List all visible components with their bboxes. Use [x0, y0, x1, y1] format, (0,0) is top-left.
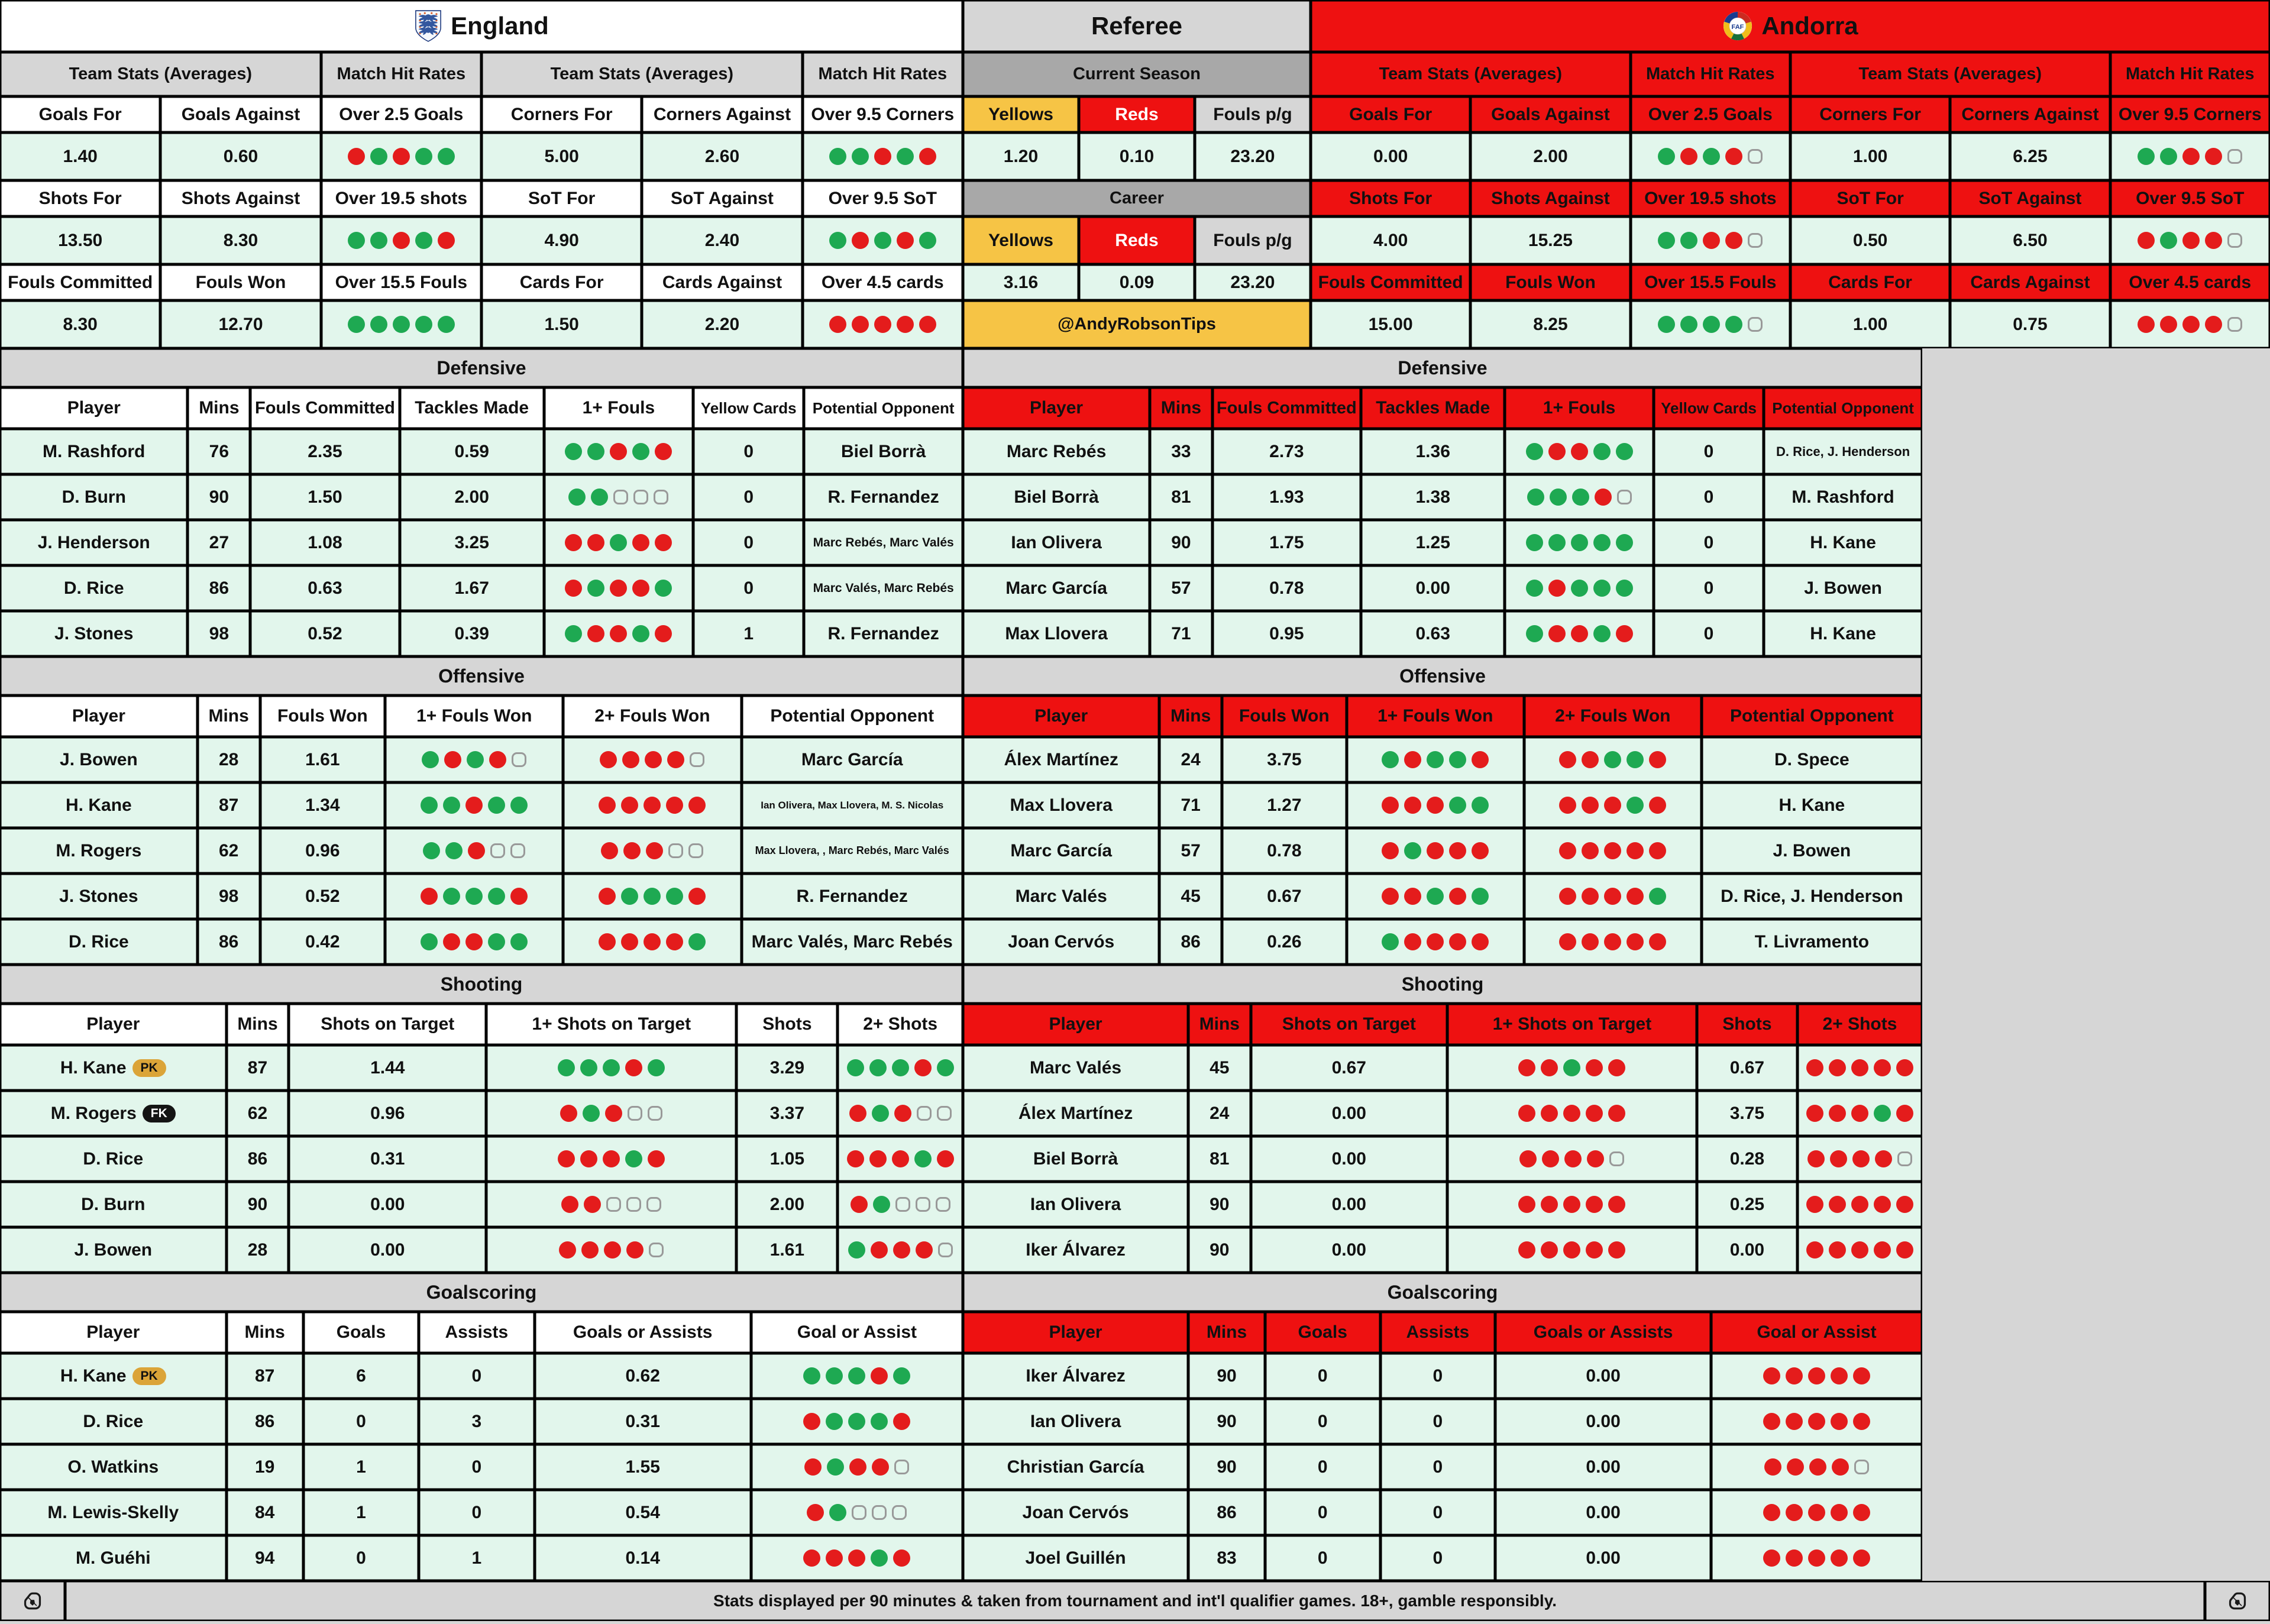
svg-text:FAF: FAF: [1732, 24, 1744, 31]
